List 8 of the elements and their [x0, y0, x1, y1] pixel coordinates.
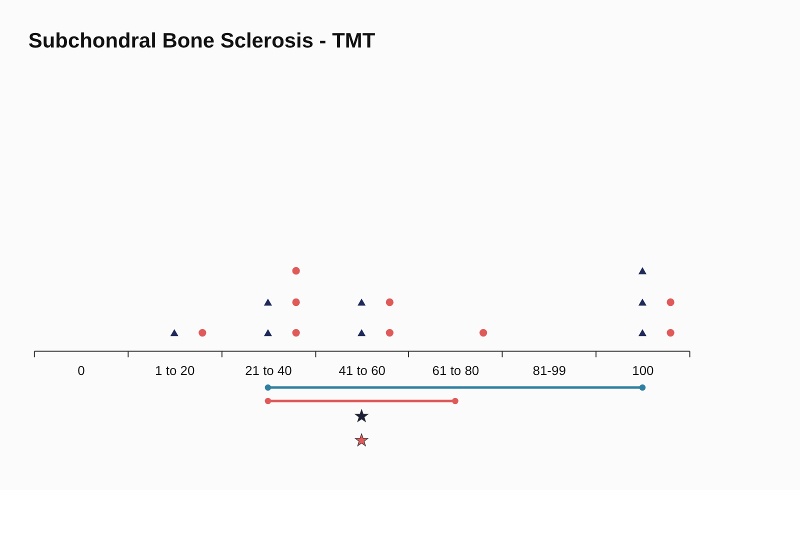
x-tick-label: 100 — [632, 363, 654, 378]
x-tick-label: 81-99 — [532, 363, 566, 378]
x-tick-label: 0 — [78, 363, 85, 378]
x-tick-label: 61 to 80 — [432, 363, 480, 378]
chart-title: Subchondral Bone Sclerosis - TMT — [28, 29, 376, 52]
x-tick-label: 1 to 20 — [155, 363, 195, 378]
x-tick-label: 21 to 40 — [245, 363, 292, 378]
x-tick-label: 41 to 60 — [338, 363, 386, 378]
